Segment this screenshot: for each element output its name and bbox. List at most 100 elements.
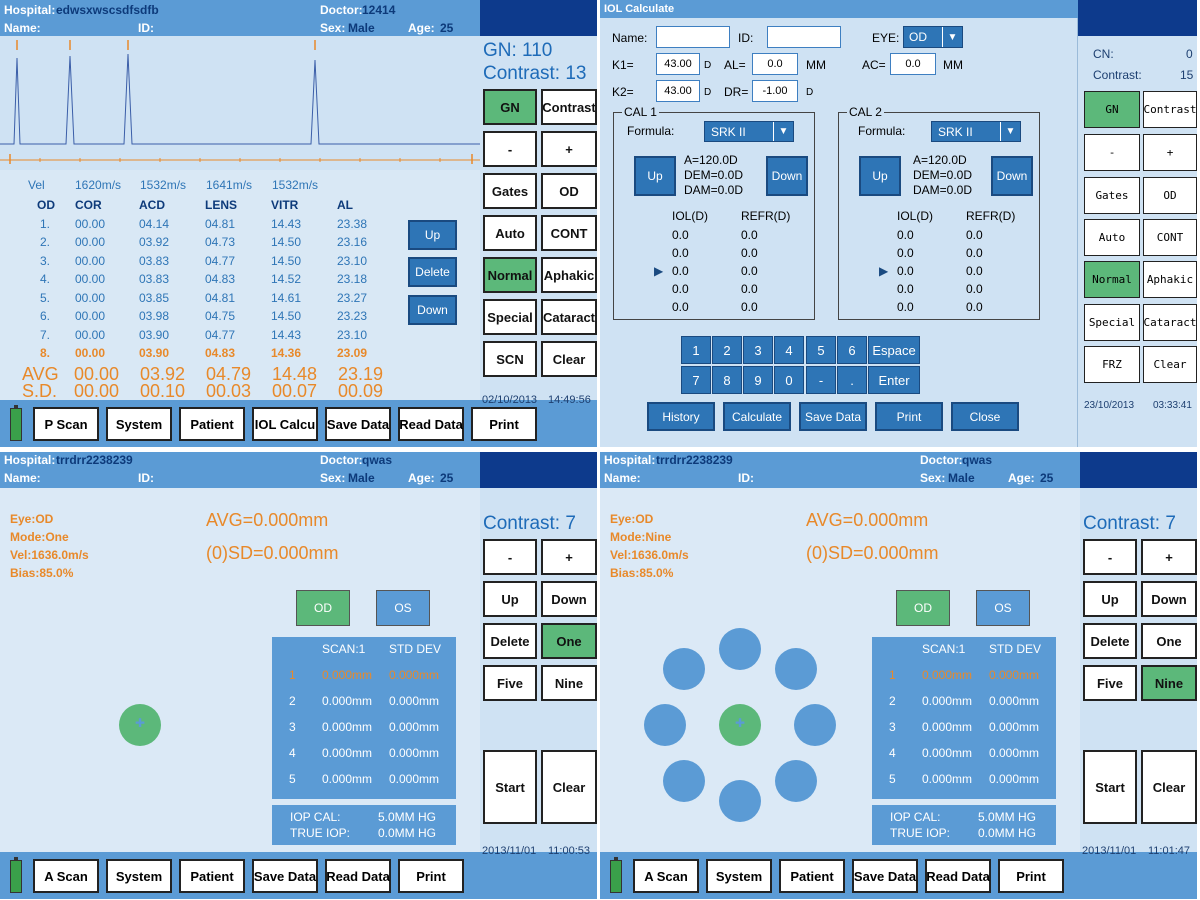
scan-point-bottom[interactable] [719, 780, 761, 822]
od-button[interactable]: OD [1143, 177, 1197, 214]
scan-point-left[interactable] [644, 704, 686, 746]
table-row[interactable]: 3. 00.00 03.83 04.77 14.50 23.10 [37, 252, 377, 271]
up-button[interactable]: Up [483, 581, 537, 617]
key-7[interactable]: 7 [681, 366, 711, 394]
cont-button[interactable]: CONT [541, 215, 597, 251]
plus-button[interactable]: + [541, 131, 597, 167]
contrast-button[interactable]: Contrast [1143, 91, 1197, 128]
table-row[interactable]: 6. 00.00 03.98 04.75 14.50 23.23 [37, 307, 377, 326]
print-button[interactable]: Print [398, 859, 464, 893]
print-button[interactable]: Print [875, 402, 943, 431]
table-row[interactable]: 1. 00.00 04.14 04.81 14.43 23.38 [37, 215, 377, 234]
history-button[interactable]: History [647, 402, 715, 431]
os-button[interactable]: OS [976, 590, 1030, 626]
key-8[interactable]: 8 [712, 366, 742, 394]
cont-button[interactable]: CONT [1143, 219, 1197, 256]
clear-button[interactable]: Clear [541, 341, 597, 377]
down-button[interactable]: Down [408, 295, 457, 325]
formula-select[interactable]: SRK II ▼ [931, 121, 1021, 142]
cataract-button[interactable]: Cataract [1143, 304, 1197, 341]
delete-button[interactable]: Delete [483, 623, 537, 659]
gates-button[interactable]: Gates [1084, 177, 1140, 214]
minus-button[interactable]: - [483, 539, 537, 575]
minus-button[interactable]: - [1083, 539, 1137, 575]
scan-point-right[interactable] [794, 704, 836, 746]
espace-key[interactable]: Espace [868, 336, 920, 364]
clear-button[interactable]: Clear [541, 750, 597, 824]
up-button[interactable]: Up [859, 156, 901, 196]
od-button[interactable]: OD [541, 173, 597, 209]
dr-input[interactable]: -1.00 [752, 80, 798, 102]
auto-button[interactable]: Auto [1084, 219, 1140, 256]
frz-button[interactable]: FRZ [1084, 346, 1140, 383]
table-row[interactable]: 5. 00.00 03.85 04.81 14.61 23.27 [37, 289, 377, 308]
print-button[interactable]: Print [471, 407, 537, 441]
read-data-button[interactable]: Read Data [398, 407, 464, 441]
key-minus[interactable]: - [806, 366, 836, 394]
up-button[interactable]: Up [634, 156, 676, 196]
k2-input[interactable]: 43.00 [656, 80, 700, 102]
down-button[interactable]: Down [766, 156, 808, 196]
clear-button[interactable]: Clear [1143, 346, 1197, 383]
five-button[interactable]: Five [483, 665, 537, 701]
key-0[interactable]: 0 [774, 366, 804, 394]
os-button[interactable]: OS [376, 590, 430, 626]
down-button[interactable]: Down [541, 581, 597, 617]
start-button[interactable]: Start [483, 750, 537, 824]
key-1[interactable]: 1 [681, 336, 711, 364]
plus-button[interactable]: + [1143, 134, 1197, 171]
close-button[interactable]: Close [951, 402, 1019, 431]
save-data-button[interactable]: Save Data [252, 859, 318, 893]
calculate-button[interactable]: Calculate [723, 402, 791, 431]
contrast-button[interactable]: Contrast [541, 89, 597, 125]
key-3[interactable]: 3 [743, 336, 773, 364]
table-row-selected[interactable]: 8. 00.00 03.90 04.83 14.36 23.09 [37, 344, 377, 363]
gates-button[interactable]: Gates [483, 173, 537, 209]
down-button[interactable]: Down [991, 156, 1033, 196]
name-input[interactable] [656, 26, 730, 48]
table-row[interactable]: 4. 00.00 03.83 04.83 14.52 23.18 [37, 270, 377, 289]
plus-button[interactable]: + [1141, 539, 1197, 575]
key-4[interactable]: 4 [774, 336, 804, 364]
normal-button[interactable]: Normal [483, 257, 537, 293]
patient-button[interactable]: Patient [779, 859, 845, 893]
al-input[interactable]: 0.0 [752, 53, 798, 75]
aphakic-button[interactable]: Aphakic [1143, 261, 1197, 298]
scan-point-top[interactable] [719, 628, 761, 670]
one-button[interactable]: One [1141, 623, 1197, 659]
key-dot[interactable]: . [837, 366, 867, 394]
special-button[interactable]: Special [1084, 304, 1140, 341]
patient-button[interactable]: Patient [179, 859, 245, 893]
patient-button[interactable]: Patient [179, 407, 245, 441]
cataract-button[interactable]: Cataract [541, 299, 597, 335]
scan-point-bottom-right[interactable] [775, 760, 817, 802]
scan-point-top-left[interactable] [663, 648, 705, 690]
start-button[interactable]: Start [1083, 750, 1137, 824]
gn-button[interactable]: GN [1084, 91, 1140, 128]
read-data-button[interactable]: Read Data [325, 859, 391, 893]
key-6[interactable]: 6 [837, 336, 867, 364]
k1-input[interactable]: 43.00 [656, 53, 700, 75]
a-scan-button[interactable]: A Scan [33, 859, 99, 893]
enter-key[interactable]: Enter [868, 366, 920, 394]
gn-button[interactable]: GN [483, 89, 537, 125]
scan-point-center[interactable] [119, 704, 161, 746]
scan-point-center[interactable] [719, 704, 761, 746]
save-data-button[interactable]: Save Data [799, 402, 867, 431]
one-button[interactable]: One [541, 623, 597, 659]
normal-button[interactable]: Normal [1084, 261, 1140, 298]
system-button[interactable]: System [106, 407, 172, 441]
down-button[interactable]: Down [1141, 581, 1197, 617]
id-input[interactable] [767, 26, 841, 48]
system-button[interactable]: System [706, 859, 772, 893]
key-2[interactable]: 2 [712, 336, 742, 364]
scan-point-top-right[interactable] [775, 648, 817, 690]
a-scan-button[interactable]: A Scan [633, 859, 699, 893]
key-9[interactable]: 9 [743, 366, 773, 394]
print-button[interactable]: Print [998, 859, 1064, 893]
auto-button[interactable]: Auto [483, 215, 537, 251]
od-button[interactable]: OD [896, 590, 950, 626]
eye-select[interactable]: OD ▼ [903, 26, 963, 48]
minus-button[interactable]: - [1084, 134, 1140, 171]
key-5[interactable]: 5 [806, 336, 836, 364]
